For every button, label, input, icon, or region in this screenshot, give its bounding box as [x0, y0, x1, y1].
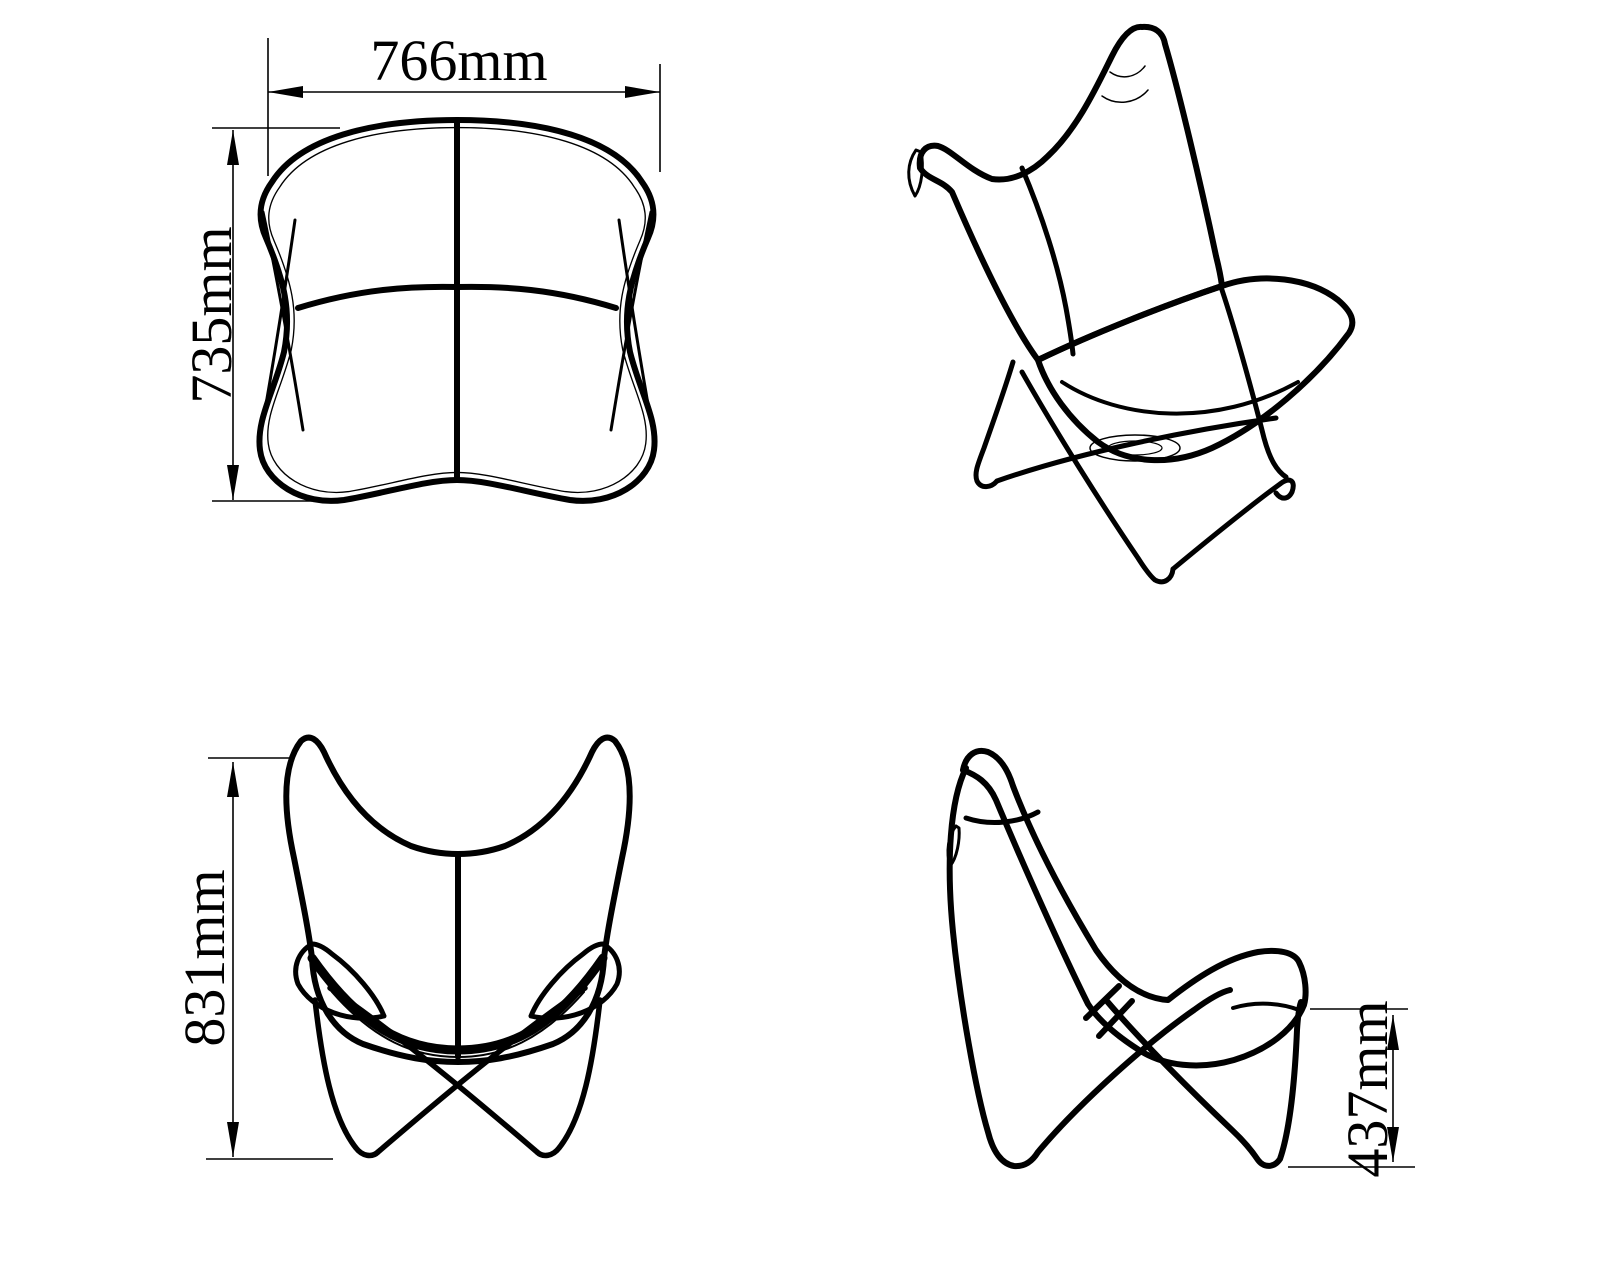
perspective-front-cross-tube: [1170, 477, 1296, 572]
front-right-pocket: [528, 941, 622, 1021]
side-front-leg: [1103, 997, 1304, 1169]
perspective-center-seam: [1019, 165, 1076, 357]
perspective-left-front-leg: [973, 359, 1016, 490]
dim-label-depth: 735mm: [179, 226, 244, 403]
top-view: [256, 117, 658, 504]
side-sling-canvas: [960, 748, 1309, 1069]
dimension-seat-height-437: 437mm: [1288, 1000, 1415, 1178]
top-view-canvas-inner-edge: [267, 126, 647, 494]
front-view: [283, 734, 633, 1159]
top-view-cross-seam: [295, 283, 619, 311]
dimension-width-766: 766mm: [267, 28, 661, 176]
arrowhead-right: [625, 86, 660, 98]
perspective-horn-contour-2: [1109, 65, 1146, 78]
side-rear-leg: [946, 765, 1233, 1170]
top-view-right-leg-2: [617, 218, 657, 446]
side-view: [946, 748, 1309, 1170]
dimension-height-831: 831mm: [172, 757, 333, 1160]
front-left-cross-leg: [375, 985, 588, 1155]
top-view-left-leg: [261, 210, 305, 432]
perspective-corner-flap: [907, 148, 924, 198]
dim-label-seat-height: 437mm: [1335, 1000, 1400, 1177]
side-junction-seam: [1083, 983, 1122, 1021]
side-pocket-seam: [1231, 1001, 1301, 1012]
perspective-left-cross-tube: [994, 415, 1279, 484]
side-headrest-seam: [963, 809, 1041, 825]
perspective-underseat-contour: [1089, 434, 1181, 462]
dimension-depth-735: 735mm: [179, 127, 340, 502]
perspective-front-leg: [1019, 369, 1176, 585]
arrowhead-left: [268, 86, 303, 98]
arrowhead-down: [1387, 1127, 1399, 1162]
perspective-seat-seam: [1060, 380, 1300, 416]
arrowhead-up: [1387, 1015, 1399, 1050]
front-right-cross-leg: [327, 985, 540, 1155]
perspective-seat-canvas: [1035, 275, 1356, 464]
front-left-pocket: [293, 941, 387, 1021]
arrowhead-down: [227, 1122, 239, 1157]
front-left-outer-leg: [312, 997, 381, 1159]
top-view-canvas: [256, 117, 658, 504]
perspective-horn-contour: [1101, 89, 1149, 103]
arrowhead-up: [227, 762, 239, 797]
front-right-outer-leg: [534, 997, 603, 1159]
dim-label-width: 766mm: [370, 28, 547, 93]
perspective-view: [907, 23, 1356, 585]
top-view-left-leg-2: [257, 218, 297, 446]
perspective-back-canvas: [916, 23, 1225, 363]
dim-label-height: 831mm: [172, 869, 237, 1046]
top-view-right-leg: [609, 210, 653, 432]
arrowhead-up: [227, 130, 239, 165]
side-junction-seam-2: [1096, 998, 1135, 1039]
arrowhead-down: [227, 465, 239, 500]
perspective-right-rear-leg: [1219, 287, 1289, 480]
